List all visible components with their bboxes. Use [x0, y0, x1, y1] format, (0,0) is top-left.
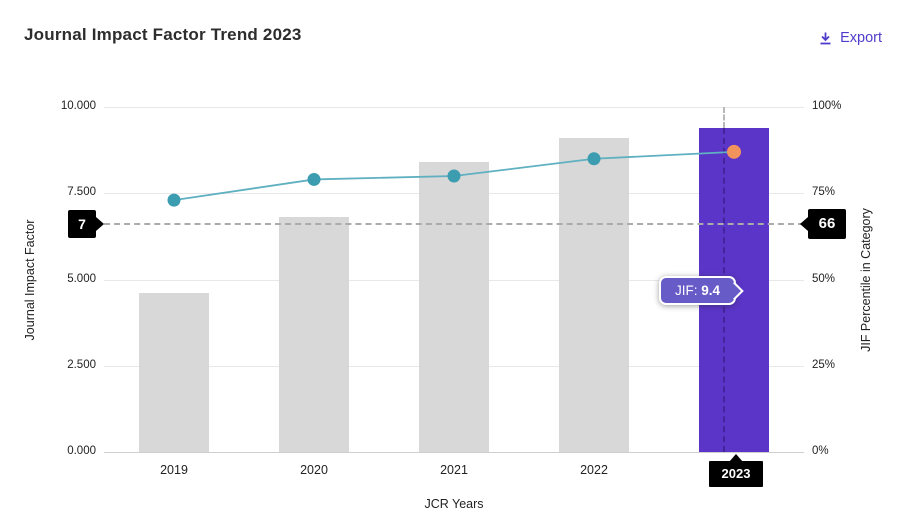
- xtick-2020[interactable]: 2020: [300, 463, 328, 477]
- xtick-2019[interactable]: 2019: [160, 463, 188, 477]
- right-axis-tick: 50%: [812, 272, 836, 285]
- selected-year-pointer: [729, 454, 743, 462]
- right-axis-tick: 75%: [812, 186, 836, 199]
- page-title: Journal Impact Factor Trend 2023: [24, 25, 302, 44]
- x-axis-title: JCR Years: [424, 497, 484, 511]
- percentile-line-layer: [167, 144, 741, 207]
- jif-tooltip-value: 9.4: [701, 283, 721, 298]
- xtick-2021[interactable]: 2021: [440, 463, 468, 477]
- bar-2019[interactable]: [139, 293, 209, 452]
- left-axis-tick: 7.500: [67, 186, 96, 199]
- right-marker-pointer: [800, 217, 808, 232]
- bar-2022[interactable]: [559, 138, 629, 452]
- percentile-point-2021[interactable]: [447, 169, 461, 183]
- gridline: [104, 107, 804, 108]
- left-marker-pointer: [96, 217, 104, 232]
- bar-2021[interactable]: [419, 162, 489, 452]
- xtick-2023-selected[interactable]: 2023: [709, 454, 763, 487]
- xtick-2022[interactable]: 2022: [580, 463, 608, 477]
- percentile-point-2023[interactable]: [727, 144, 741, 159]
- jif-tooltip-label: JIF:: [675, 283, 698, 298]
- right-axis-tick: 100%: [812, 100, 842, 112]
- export-label: Export: [840, 30, 882, 46]
- left-axis-tick: 2.500: [67, 358, 96, 371]
- right-reference-marker: 66: [800, 209, 846, 240]
- jif-tooltip: JIF: 9.4: [659, 276, 744, 305]
- percentile-point-2022[interactable]: [587, 152, 601, 166]
- right-axis-tick: 0%: [812, 445, 829, 457]
- export-button[interactable]: Export: [810, 26, 890, 50]
- left-axis-tick: 10.000: [60, 100, 96, 112]
- highlight-year-dashline-top: [723, 107, 725, 128]
- right-axis-tick: 25%: [812, 358, 836, 371]
- right-axis-title: JIF Percentile in Category: [859, 208, 873, 352]
- left-axis-title: Journal Impact Factor: [23, 219, 37, 341]
- bar-2020[interactable]: [279, 217, 349, 452]
- gridline: [104, 452, 804, 453]
- left-axis-tick: 5.000: [67, 272, 96, 285]
- percentile-point-2019[interactable]: [167, 193, 181, 207]
- download-icon: [818, 31, 833, 46]
- percentile-point-2020[interactable]: [307, 172, 321, 186]
- reference-dashed-line: [104, 223, 804, 226]
- left-axis-tick: 0.000: [67, 445, 96, 457]
- left-reference-marker: 7: [68, 210, 104, 239]
- plot-area: [104, 107, 804, 453]
